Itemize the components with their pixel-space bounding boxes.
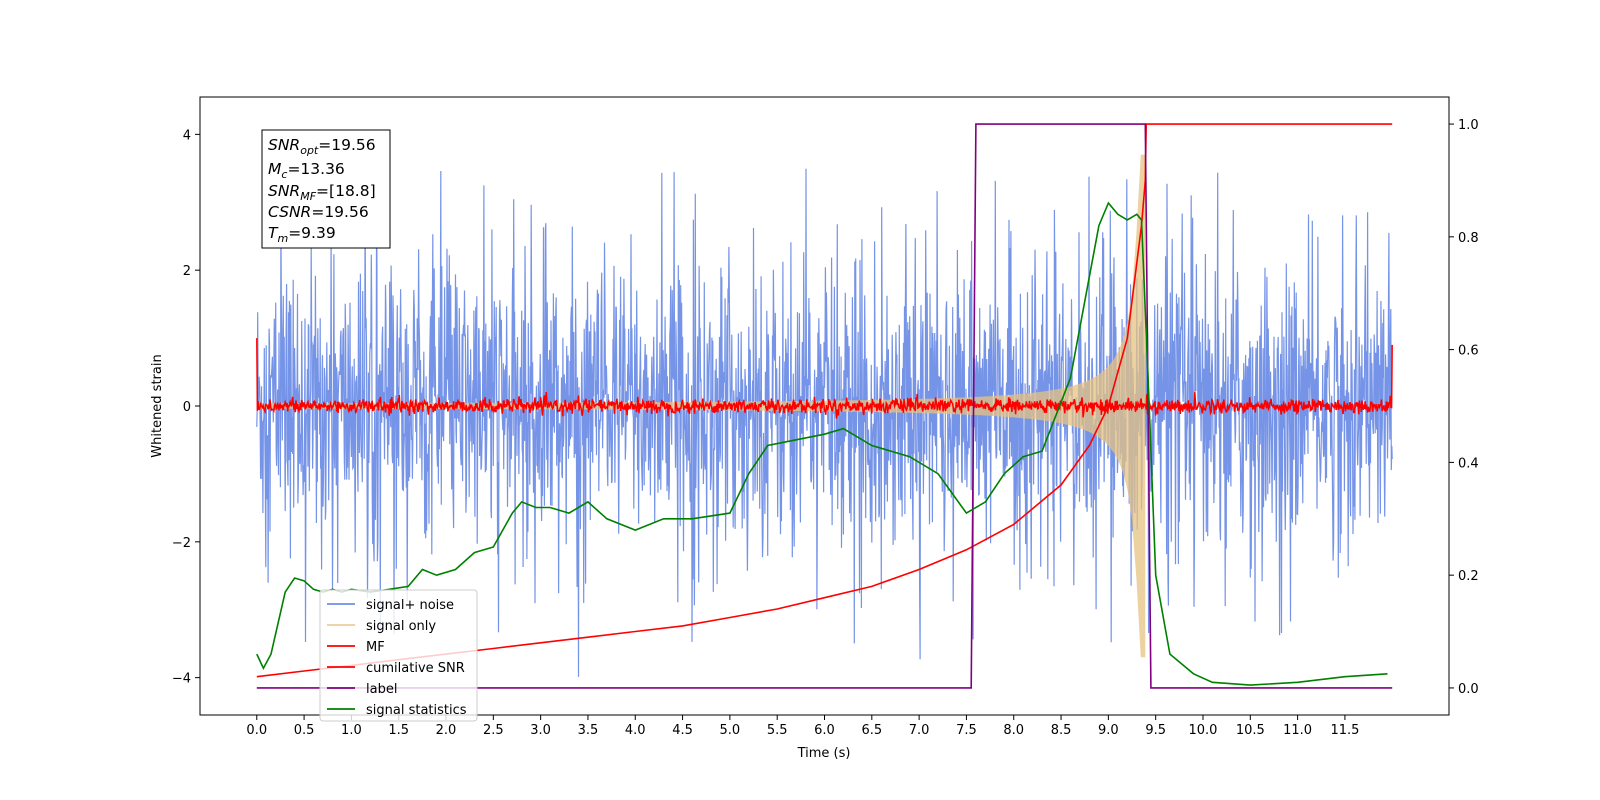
x-tick-label: 11.5 <box>1330 723 1359 738</box>
x-tick-label: 3.0 <box>530 723 551 738</box>
series-label-line <box>256 123 1393 689</box>
legend-label: signal statistics <box>366 703 467 718</box>
y2-tick-label: 0.8 <box>1458 231 1479 246</box>
legend-label: label <box>366 682 397 697</box>
annotation-snr-mf: SNRMF=[18.8] <box>268 182 376 203</box>
x-tick-label: 10.5 <box>1236 723 1265 738</box>
legend-label: signal only <box>366 619 436 634</box>
x-tick-label: 6.0 <box>814 723 835 738</box>
y-tick-label: −4 <box>172 672 191 687</box>
x-tick-label: 4.5 <box>672 723 693 738</box>
annotation-tm: Tm=9.39 <box>268 224 336 245</box>
legend-label: cumilative SNR <box>366 661 465 676</box>
annotation-mc: Mc=13.36 <box>268 160 345 181</box>
x-tick-label: 7.5 <box>956 723 977 738</box>
x-tick-label: 2.5 <box>483 723 504 738</box>
x-tick-label: 7.0 <box>909 723 930 738</box>
x-axis-label: Time (s) <box>797 746 851 761</box>
x-tick-label: 10.0 <box>1189 723 1218 738</box>
annotation-box: SNRopt=19.56 Mc=13.36 SNRMF=[18.8] CSNR=… <box>261 129 391 249</box>
annotation-csnr: CSNR=19.56 <box>268 203 369 221</box>
y-axis-label: Whitened strain <box>150 354 165 457</box>
x-tick-label: 5.5 <box>767 723 788 738</box>
legend: signal+ noise signal only MF cumilative SNR… <box>319 589 478 722</box>
x-tick-label: 3.5 <box>578 723 599 738</box>
series-mf-line <box>256 338 1393 419</box>
x-tick-label: 8.5 <box>1051 723 1072 738</box>
x-tick-label: 4.0 <box>625 723 646 738</box>
x-tick-label: 1.0 <box>341 723 362 738</box>
x-tick-label: 9.5 <box>1145 723 1166 738</box>
legend-entries: signal+ noise signal only MF cumilative SNR… <box>327 598 467 718</box>
y2-tick-label: 0.0 <box>1458 682 1479 697</box>
y-tick-label: 0 <box>183 400 191 415</box>
y2-tick-label: 0.4 <box>1458 456 1479 471</box>
annotation-frame <box>261 129 391 249</box>
y-axis-ticks: 4 2 0 −2 −4 <box>172 128 200 687</box>
y2-tick-label: 1.0 <box>1458 118 1479 133</box>
annotation-snr-opt: SNRopt=19.56 <box>268 136 376 157</box>
y-tick-label: 4 <box>183 128 191 143</box>
x-tick-label: 1.5 <box>388 723 409 738</box>
y2-tick-label: 0.2 <box>1458 569 1479 584</box>
x-axis-ticks: 0.0 0.5 1.0 1.5 2.0 2.5 3.0 3.5 4.0 4.5 5.0 5.5 6.0 6… <box>246 715 1359 738</box>
y-tick-label: 2 <box>183 264 191 279</box>
x-tick-label: 0.0 <box>246 723 267 738</box>
x-tick-label: 5.0 <box>720 723 741 738</box>
y-tick-label: −2 <box>172 536 191 551</box>
y2-axis-ticks: 1.0 0.8 0.6 0.4 0.2 0.0 <box>1449 118 1479 697</box>
x-tick-label: 11.0 <box>1283 723 1312 738</box>
y2-tick-label: 0.6 <box>1458 344 1479 359</box>
legend-label: MF <box>366 640 385 655</box>
legend-frame <box>319 589 478 722</box>
x-tick-label: 0.5 <box>294 723 315 738</box>
x-tick-label: 6.5 <box>861 723 882 738</box>
x-tick-label: 8.0 <box>1003 723 1024 738</box>
legend-label: signal+ noise <box>366 598 454 613</box>
x-tick-label: 9.0 <box>1098 723 1119 738</box>
x-tick-label: 2.0 <box>436 723 457 738</box>
